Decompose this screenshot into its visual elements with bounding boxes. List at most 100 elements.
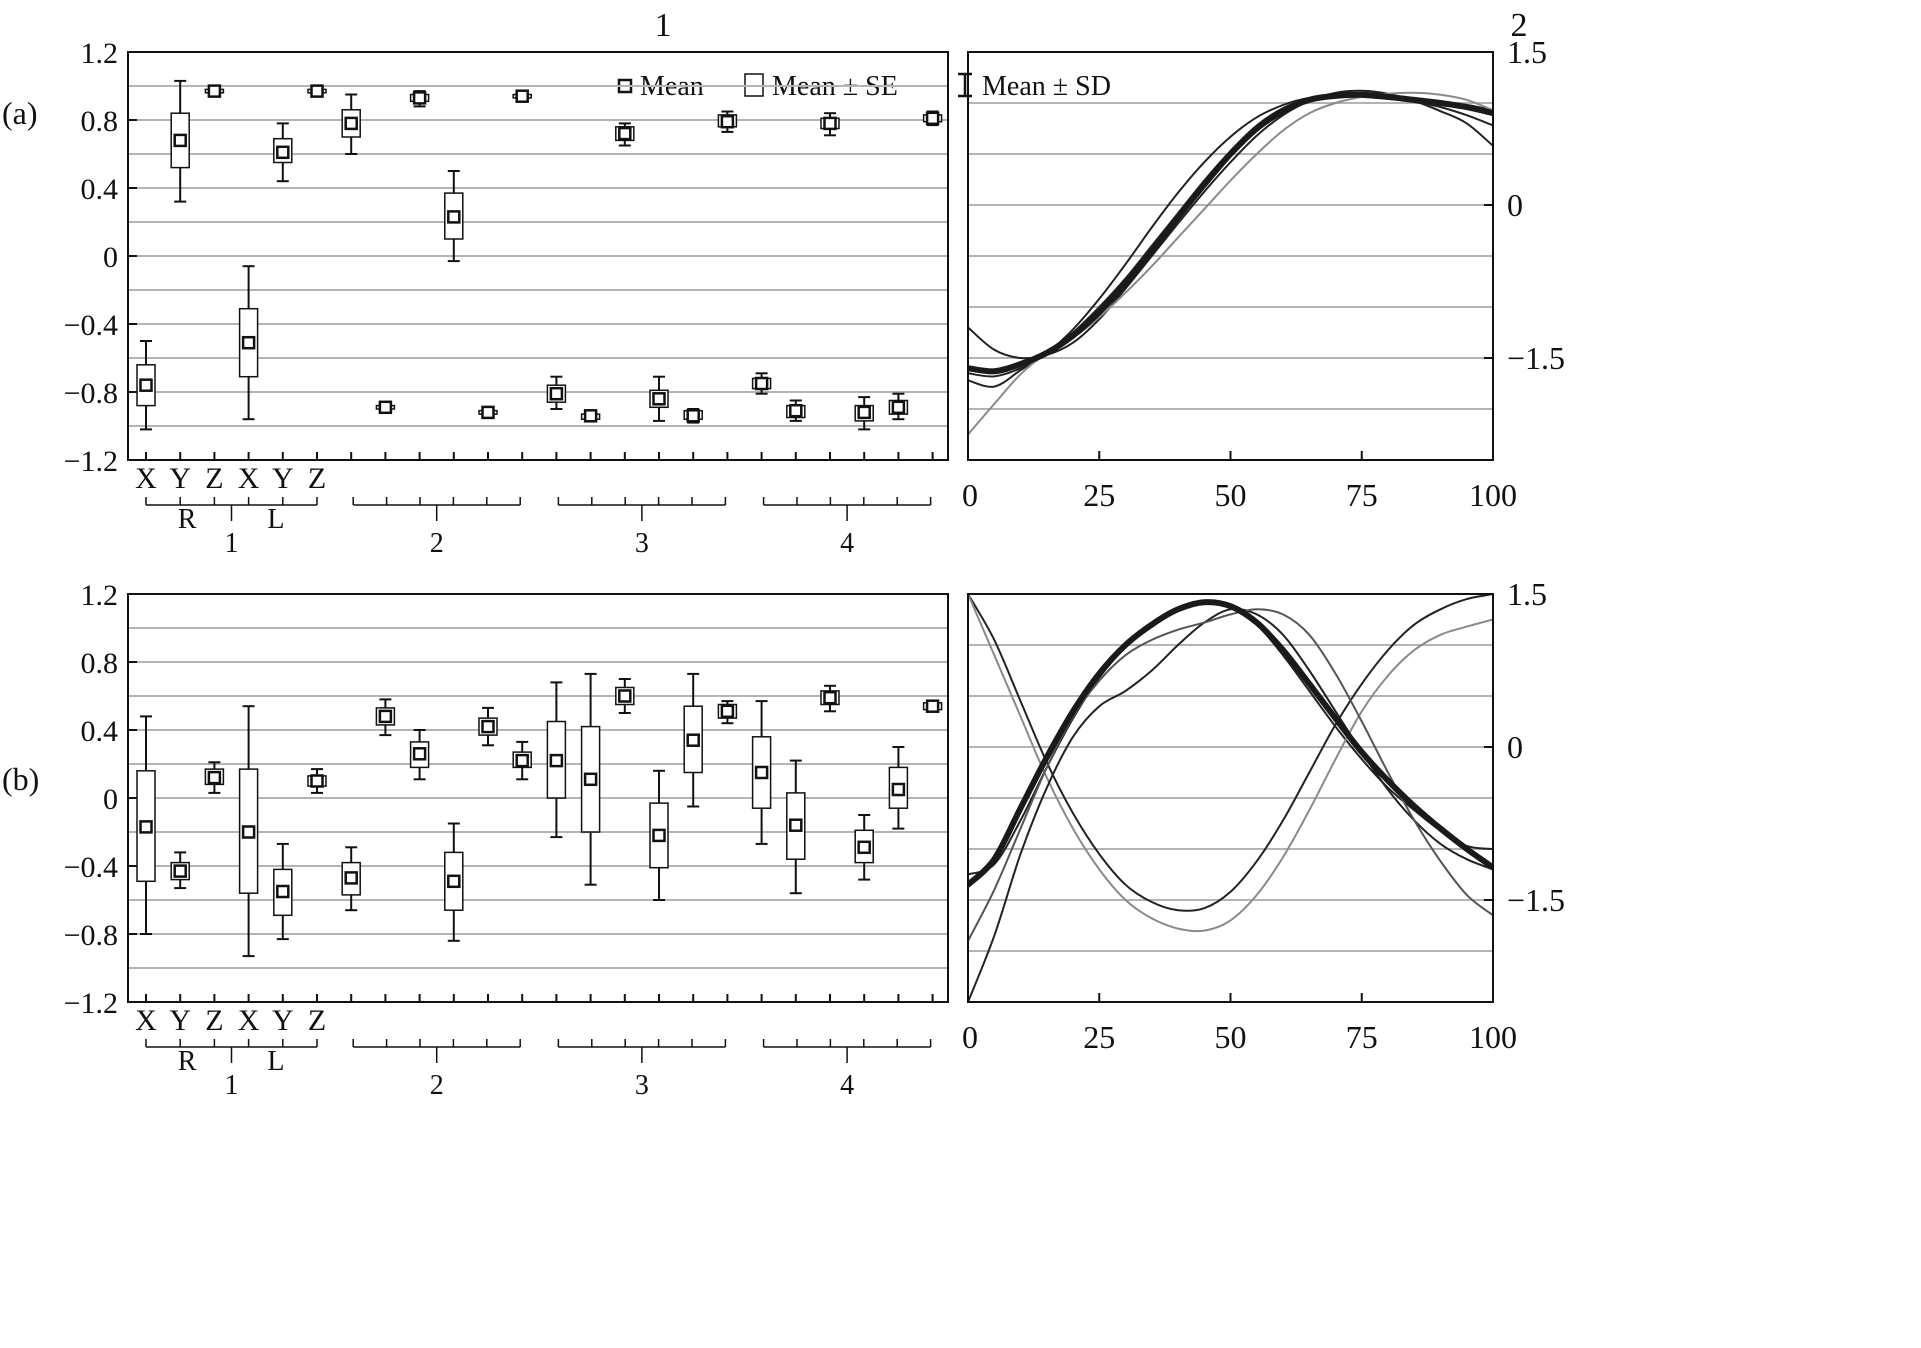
- mean-marker: [754, 765, 769, 780]
- column-label-1: 1: [655, 7, 672, 44]
- mean-marker: [207, 770, 222, 785]
- x-tick-label: 75: [1346, 1019, 1378, 1055]
- category-label: Y: [169, 462, 191, 495]
- series-line: [968, 91, 1493, 436]
- y-tick-label: 0: [103, 783, 118, 816]
- mean-marker: [925, 111, 940, 126]
- row-label-a: (a): [2, 95, 38, 131]
- y-tick-label: −1.2: [64, 987, 118, 1020]
- category-label: X: [135, 462, 157, 495]
- mean-marker: [207, 84, 222, 98]
- group-label: 4: [840, 1070, 854, 1101]
- series-line: [968, 89, 1493, 360]
- x-tick-label: 25: [1083, 477, 1115, 513]
- mean-marker: [754, 376, 769, 391]
- panel-a2-line-chart: 0 25 50 75 100 −1.5 0 1.5: [962, 34, 1565, 513]
- series-line: [968, 599, 1493, 888]
- category-label: X: [135, 1004, 157, 1037]
- y-tick-label: −0.8: [64, 377, 118, 410]
- category-label: Z: [205, 1004, 223, 1037]
- series-line: [968, 94, 1493, 388]
- series-line: [968, 94, 1493, 378]
- mean-marker: [549, 386, 564, 401]
- mean-marker: [447, 874, 461, 889]
- side-label-r: R: [178, 1046, 197, 1077]
- mean-marker: [310, 774, 324, 788]
- category-label: X: [238, 462, 260, 495]
- group-label: 1: [225, 528, 239, 559]
- mean-marker: [686, 409, 700, 423]
- mean-marker: [891, 782, 906, 797]
- mean-marker: [789, 403, 803, 418]
- series-line: [968, 91, 1493, 375]
- category-label: Y: [169, 1004, 191, 1037]
- mean-marker: [789, 818, 803, 832]
- mean-marker: [447, 210, 461, 224]
- x-tick-label: 25: [1083, 1019, 1115, 1055]
- mean-marker: [652, 828, 666, 843]
- x-tick-label: 0: [962, 1019, 978, 1055]
- y-tick-label: −1.2: [64, 445, 118, 478]
- row-label-b: (b): [2, 761, 39, 797]
- mean-marker: [618, 126, 632, 141]
- mean-marker: [720, 114, 735, 129]
- mean-marker: [583, 772, 598, 787]
- legend-sd-label: Mean ± SD: [982, 71, 1111, 102]
- side-label-l: L: [267, 1046, 284, 1077]
- mean-marker: [344, 116, 358, 131]
- y-tick-label: −0.8: [64, 919, 118, 952]
- group-label: 4: [840, 528, 854, 559]
- category-label: X: [238, 1004, 260, 1037]
- side-label-l: L: [267, 504, 284, 535]
- y-tick-label: −0.4: [64, 851, 118, 884]
- y-tick-label: 1.2: [81, 37, 119, 70]
- mean-marker: [276, 145, 290, 160]
- x-tick-label: 0: [962, 477, 978, 513]
- panel-b1-boxplot: −1.2−0.8−0.400.40.81.2X Y Z X Y ZR L1 2 3 4: [64, 579, 949, 1101]
- y-tick-label: 1.5: [1507, 576, 1547, 612]
- panel-b2-line-chart: 0 25 50 75 100 −1.5 0 1.5: [962, 576, 1565, 1055]
- series-line: [968, 607, 1493, 1002]
- mean-marker: [515, 753, 529, 768]
- y-tick-label: 0.4: [81, 715, 119, 748]
- mean-marker: [412, 747, 427, 761]
- x-tick-label: 100: [1469, 477, 1517, 513]
- y-tick-label: 0.8: [81, 647, 119, 680]
- y-tick-label: −1.5: [1507, 340, 1565, 376]
- category-label: Z: [308, 462, 326, 495]
- y-tick-label: −1.5: [1507, 882, 1565, 918]
- mean-marker: [515, 89, 529, 103]
- mean-marker: [139, 378, 153, 392]
- mean-marker: [891, 400, 906, 415]
- mean-marker: [583, 409, 598, 423]
- mean-marker: [241, 825, 256, 839]
- mean-marker: [618, 689, 632, 703]
- panel-a1-boxplot: −1.2−0.8−0.400.40.81.2X Y Z X Y ZR L1 2 3 4: [64, 37, 949, 559]
- series-line: [968, 594, 1493, 912]
- mean-marker: [481, 405, 495, 420]
- mean-marker: [857, 405, 871, 420]
- series-line: [968, 600, 1493, 876]
- mean-marker: [378, 709, 393, 724]
- series-line: [968, 594, 1493, 933]
- mean-marker: [241, 335, 256, 350]
- y-tick-label: 0.8: [81, 105, 119, 138]
- y-tick-label: −0.4: [64, 309, 118, 342]
- group-label: 1: [225, 1070, 239, 1101]
- mean-marker: [720, 704, 735, 719]
- mean-marker: [344, 871, 358, 885]
- side-label-r: R: [178, 504, 197, 535]
- y-tick-label: 1.2: [81, 579, 119, 612]
- x-tick-label: 75: [1346, 477, 1378, 513]
- y-tick-label: 1.5: [1507, 34, 1547, 70]
- mean-marker: [823, 690, 837, 705]
- category-label: Z: [308, 1004, 326, 1037]
- y-tick-label: 0: [1507, 729, 1523, 765]
- mean-marker: [549, 753, 564, 768]
- mean-marker: [652, 392, 666, 406]
- mean-marker: [925, 699, 940, 713]
- mean-marker: [686, 733, 700, 747]
- mean-marker: [310, 84, 324, 98]
- mean-marker: [481, 719, 495, 734]
- mean-marker: [857, 840, 871, 855]
